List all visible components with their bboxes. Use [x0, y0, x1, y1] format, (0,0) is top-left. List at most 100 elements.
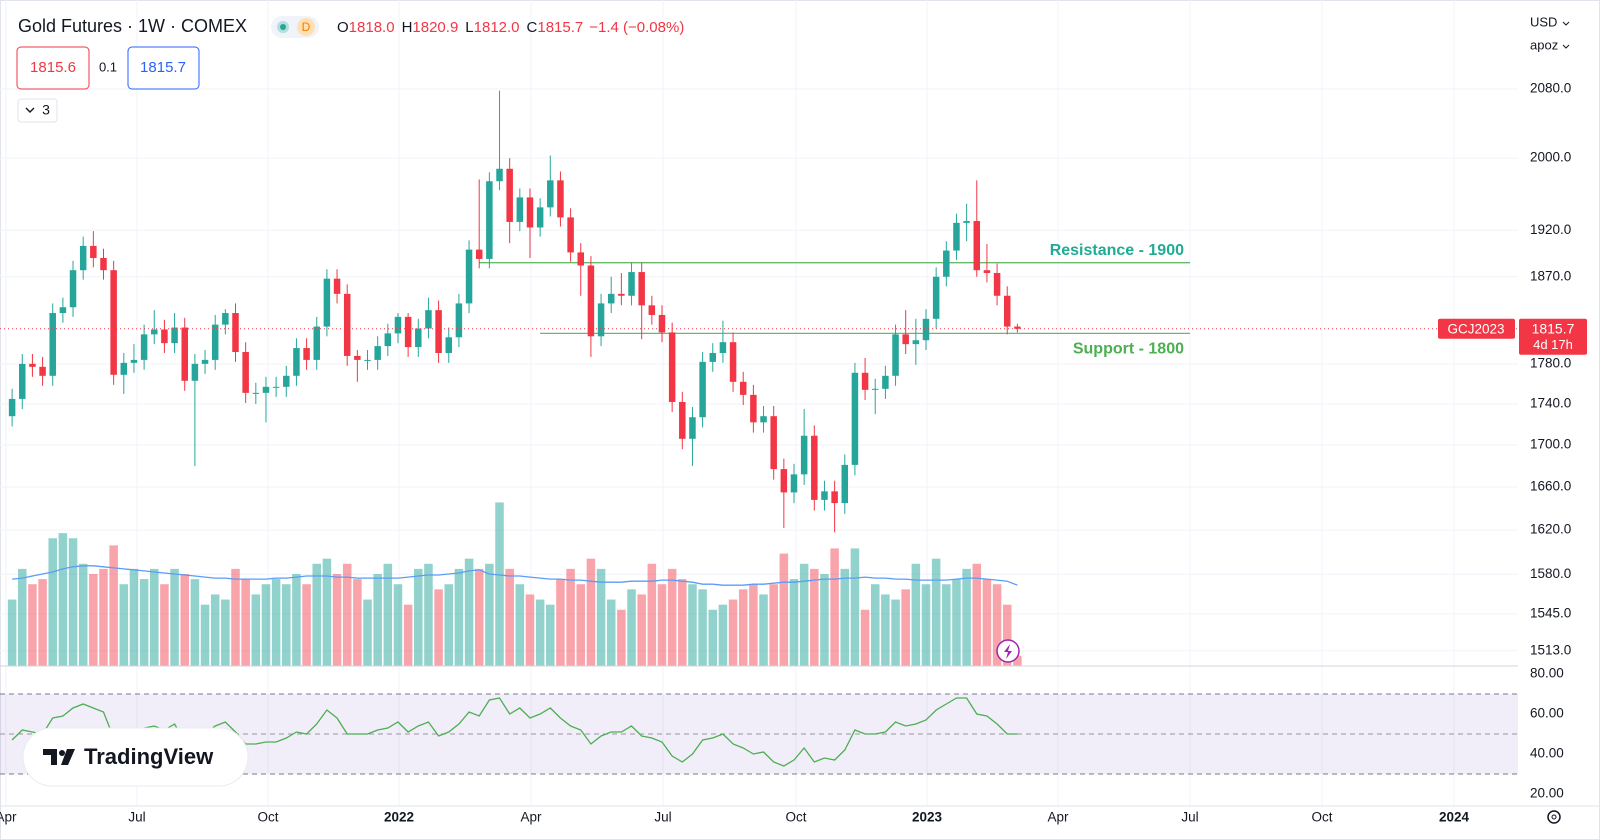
- candle-body: [130, 359, 138, 363]
- volume-bar: [434, 589, 443, 666]
- status-pills: D: [271, 16, 319, 38]
- candle-body: [191, 363, 199, 381]
- x-tick-label: 2022: [384, 810, 414, 825]
- candle-body: [547, 180, 554, 208]
- volume-bar: [738, 589, 748, 666]
- volume-bar: [992, 584, 1002, 666]
- candle-body: [668, 332, 676, 402]
- volume-bar: [556, 579, 565, 666]
- candle-body: [628, 272, 635, 296]
- candle-body: [313, 326, 320, 360]
- volume-bar: [221, 599, 230, 666]
- candle-body: [242, 351, 249, 393]
- volume-bar: [414, 568, 423, 666]
- ohlc-key: C: [527, 19, 538, 36]
- volume-bar: [881, 594, 890, 666]
- x-tick-label: Jul: [654, 810, 671, 825]
- buy-button[interactable]: [127, 46, 200, 90]
- candle-body: [699, 361, 706, 418]
- sell-button[interactable]: [16, 46, 90, 90]
- volume-bar: [789, 579, 799, 666]
- y-tick-label: 1620.0: [1530, 522, 1571, 537]
- candle-body: [333, 278, 341, 294]
- volume-bar: [7, 599, 17, 666]
- candle-body: [638, 272, 645, 306]
- chevron: [1562, 21, 1570, 26]
- candle-body: [475, 249, 483, 259]
- candle-body: [283, 375, 290, 387]
- rsi-tick-label: 20.00: [1530, 786, 1564, 801]
- candle-body: [343, 293, 351, 356]
- volume-bar: [606, 599, 616, 666]
- x-tick-label: Oct: [257, 810, 278, 825]
- candle-body: [384, 333, 392, 347]
- y-tick-label: 1660.0: [1530, 479, 1571, 494]
- candle-body: [303, 348, 310, 360]
- chevron: [1562, 44, 1570, 49]
- candle-body: [49, 313, 56, 376]
- candle-body: [780, 469, 788, 493]
- candle-body: [465, 249, 473, 304]
- settings-icon[interactable]: [1547, 810, 1561, 824]
- candle-body: [211, 324, 219, 360]
- volume-bar: [627, 589, 636, 666]
- volume-bar: [38, 579, 47, 666]
- volume-bar: [150, 568, 159, 666]
- volume-bar: [48, 538, 57, 666]
- volume-bar: [99, 568, 108, 666]
- volume-bar: [678, 579, 687, 666]
- candle-body: [679, 401, 686, 439]
- candle-body: [1014, 326, 1021, 329]
- volume-bar: [28, 584, 37, 666]
- candle-body: [181, 327, 188, 381]
- volume-bar: [200, 604, 210, 666]
- ohlc-value: 1818.0: [349, 19, 395, 36]
- volume-bar: [251, 594, 261, 666]
- user-menu[interactable]: apoz: [1530, 37, 1558, 52]
- logo-text: TradingView: [84, 744, 214, 769]
- candle-body: [648, 305, 656, 315]
- volume-bar: [373, 574, 382, 666]
- candle-body: [293, 348, 300, 376]
- volume-bar: [921, 584, 931, 666]
- volume-bar: [820, 574, 829, 666]
- ohlc-legend: O1818.0 H1820.9 L1812.0 C1815.7 −1.4 (−0.08%…: [337, 19, 684, 36]
- gear: [1547, 810, 1561, 824]
- candle-body: [404, 316, 412, 348]
- ask-price: 1815.7: [140, 59, 186, 76]
- candle-body: [506, 168, 513, 222]
- x-tick-label: Apr: [1047, 810, 1069, 825]
- indicator-toggle[interactable]: [17, 98, 58, 123]
- volume-bar: [586, 558, 596, 666]
- candle-body: [120, 362, 128, 375]
- candle-body: [151, 329, 158, 335]
- volume-bar: [830, 548, 839, 666]
- volume-bar: [850, 548, 860, 666]
- currency[interactable]: USD: [1530, 14, 1557, 29]
- x-tick-label: Jul: [128, 810, 145, 825]
- logo-mark: [43, 749, 57, 765]
- volume-bar: [982, 579, 992, 666]
- candle-body: [983, 270, 991, 274]
- volume-bar: [596, 568, 606, 666]
- volume-bar: [576, 584, 586, 666]
- y-tick-label: 2000.0: [1530, 150, 1571, 165]
- volume-bar: [962, 568, 971, 666]
- volume-bar: [302, 584, 311, 666]
- ohlc-key: O: [337, 19, 349, 36]
- ohlc-key: H: [402, 19, 413, 36]
- volume-bar: [972, 563, 982, 666]
- y-tick-label: 1920.0: [1530, 222, 1571, 237]
- volume-bar: [698, 589, 707, 666]
- volume-bar: [89, 574, 98, 666]
- volume-bar: [637, 594, 646, 666]
- candle-body: [831, 491, 838, 504]
- volume-bar: [78, 563, 88, 666]
- candle-body: [232, 313, 239, 352]
- candle-body: [719, 342, 727, 353]
- candle-body: [851, 372, 859, 465]
- x-tick-label: Oct: [1312, 810, 1333, 825]
- volume-ma: [12, 565, 1018, 586]
- volume-bar: [566, 568, 575, 666]
